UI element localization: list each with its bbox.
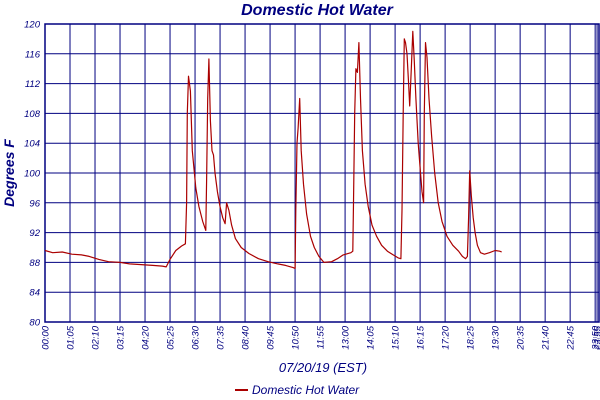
y-tick-label: 92 xyxy=(29,228,40,239)
y-axis-label: Degrees F xyxy=(1,139,17,207)
x-tick-label: 16:15 xyxy=(416,325,427,349)
grid xyxy=(44,23,600,323)
y-tick-label: 100 xyxy=(24,169,41,180)
y-tick-label: 88 xyxy=(29,258,40,269)
x-tick-label: 14:05 xyxy=(366,325,377,349)
x-tick-label: 23:55 xyxy=(593,325,600,350)
y-tick-label: 80 xyxy=(29,318,40,329)
x-tick-label: 23:50 xyxy=(591,325,600,350)
x-tick-label: 15:10 xyxy=(391,325,402,349)
y-tick-labels: 80 84 88 92 96 100 104 108 112 116 120 xyxy=(24,20,41,329)
chart-title: Domestic Hot Water xyxy=(241,2,394,19)
x-tick-label: 01:05 xyxy=(66,325,77,349)
series-line xyxy=(44,30,502,269)
x-tick-label: 13:00 xyxy=(341,325,352,349)
legend-label: Domestic Hot Water xyxy=(252,383,360,397)
x-tick-label: 18:25 xyxy=(466,325,477,349)
legend: Domestic Hot Water xyxy=(235,383,360,397)
x-tick-label: 00:00 xyxy=(41,325,52,349)
x-tick-label: 17:20 xyxy=(441,325,452,349)
x-tick-label: 07:35 xyxy=(216,325,227,349)
y-tick-label: 120 xyxy=(24,20,41,31)
x-tick-label: 05:25 xyxy=(166,325,177,349)
y-tick-label: 96 xyxy=(29,198,40,209)
x-tick-label: 03:15 xyxy=(116,325,127,349)
x-tick-label: 08:40 xyxy=(241,325,252,349)
y-tick-label: 112 xyxy=(25,79,41,90)
x-tick-label: 19:30 xyxy=(491,325,502,349)
x-tick-label: 06:30 xyxy=(191,325,202,349)
y-tick-label: 108 xyxy=(24,109,41,120)
x-tick-label: 22:45 xyxy=(566,325,577,350)
x-tick-label: 09:45 xyxy=(266,325,277,349)
x-tick-label: 11:55 xyxy=(316,325,327,349)
x-tick-label: 20:35 xyxy=(516,325,527,350)
plot-frame xyxy=(44,23,600,323)
y-tick-label: 104 xyxy=(24,139,40,150)
x-axis-label: 07/20/19 (EST) xyxy=(279,360,367,375)
x-tick-label: 04:20 xyxy=(141,325,152,349)
x-tick-label: 02:10 xyxy=(91,325,102,349)
y-tick-label: 84 xyxy=(29,288,40,299)
y-tick-label: 116 xyxy=(25,49,41,60)
series-group xyxy=(44,30,502,269)
x-tick-label: 21:40 xyxy=(541,325,552,350)
x-tick-label: 10:50 xyxy=(291,325,302,349)
x-tick-labels: 00:00 01:05 02:10 03:15 04:20 05:25 06:30 07:35… xyxy=(41,325,600,350)
